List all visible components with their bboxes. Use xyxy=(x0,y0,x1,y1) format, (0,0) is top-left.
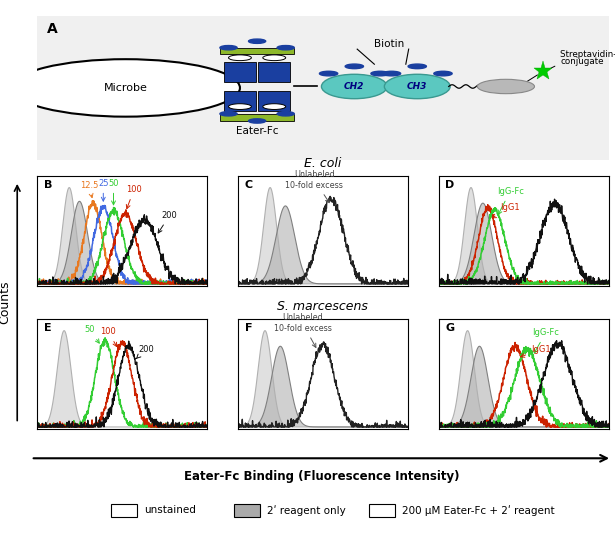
Circle shape xyxy=(319,71,338,76)
Polygon shape xyxy=(258,91,290,111)
Ellipse shape xyxy=(322,75,387,99)
Circle shape xyxy=(229,55,252,61)
Text: B: B xyxy=(44,180,52,190)
Circle shape xyxy=(248,119,266,123)
Polygon shape xyxy=(224,62,256,82)
Text: C: C xyxy=(245,180,253,190)
Text: 50: 50 xyxy=(84,325,99,343)
Text: E. coli: E. coli xyxy=(304,157,341,170)
Circle shape xyxy=(263,55,286,61)
Text: S. marcescens: S. marcescens xyxy=(277,300,368,314)
Text: IgG-Fc: IgG-Fc xyxy=(497,187,523,214)
Text: IgG-Fc: IgG-Fc xyxy=(533,328,559,353)
Circle shape xyxy=(11,59,240,117)
Text: conjugate: conjugate xyxy=(560,57,604,66)
Text: 50: 50 xyxy=(108,178,119,205)
Polygon shape xyxy=(220,48,295,55)
Text: Unlabeled
10-fold excess: Unlabeled 10-fold excess xyxy=(274,313,331,347)
Text: Streptavidin-Alexa Fluor 488: Streptavidin-Alexa Fluor 488 xyxy=(560,50,615,59)
Text: E: E xyxy=(44,323,51,333)
Text: Microbe: Microbe xyxy=(103,83,148,93)
Circle shape xyxy=(371,71,389,76)
Circle shape xyxy=(229,104,252,109)
Text: CH2: CH2 xyxy=(344,82,365,91)
Circle shape xyxy=(220,111,237,116)
Polygon shape xyxy=(220,114,295,121)
Ellipse shape xyxy=(384,75,450,99)
Text: Eater-Fc: Eater-Fc xyxy=(236,126,279,136)
Text: 100: 100 xyxy=(100,327,117,347)
Text: G: G xyxy=(445,323,454,333)
Text: Unlabeled
10-fold excess: Unlabeled 10-fold excess xyxy=(285,170,343,203)
Polygon shape xyxy=(258,62,290,82)
Circle shape xyxy=(408,64,426,69)
Text: unstained: unstained xyxy=(144,505,196,515)
Text: 2ʹ reagent only: 2ʹ reagent only xyxy=(267,505,346,516)
Text: 200: 200 xyxy=(137,345,154,359)
Circle shape xyxy=(277,46,295,50)
Text: 200 μM Eater-Fc + 2ʹ reagent: 200 μM Eater-Fc + 2ʹ reagent xyxy=(402,505,555,516)
Text: 25: 25 xyxy=(98,178,108,201)
Circle shape xyxy=(477,79,534,94)
Text: 12.5: 12.5 xyxy=(79,181,98,198)
Text: CH3: CH3 xyxy=(407,82,427,91)
Text: IgG1: IgG1 xyxy=(520,345,550,358)
Circle shape xyxy=(345,64,363,69)
Circle shape xyxy=(434,71,452,76)
Text: IgG1: IgG1 xyxy=(492,204,520,218)
Circle shape xyxy=(220,46,237,50)
Circle shape xyxy=(277,111,295,116)
Circle shape xyxy=(248,39,266,43)
Text: F: F xyxy=(245,323,252,333)
Text: Counts: Counts xyxy=(0,280,12,324)
Text: Biotin: Biotin xyxy=(373,39,404,49)
Text: A: A xyxy=(47,22,58,36)
Text: 100: 100 xyxy=(126,185,142,209)
Circle shape xyxy=(263,104,286,109)
Text: 200: 200 xyxy=(158,211,178,233)
Circle shape xyxy=(383,71,400,76)
Text: D: D xyxy=(445,180,454,190)
Polygon shape xyxy=(224,91,256,111)
Text: Eater-Fc Binding (Fluorescence Intensity): Eater-Fc Binding (Fluorescence Intensity… xyxy=(184,470,459,483)
